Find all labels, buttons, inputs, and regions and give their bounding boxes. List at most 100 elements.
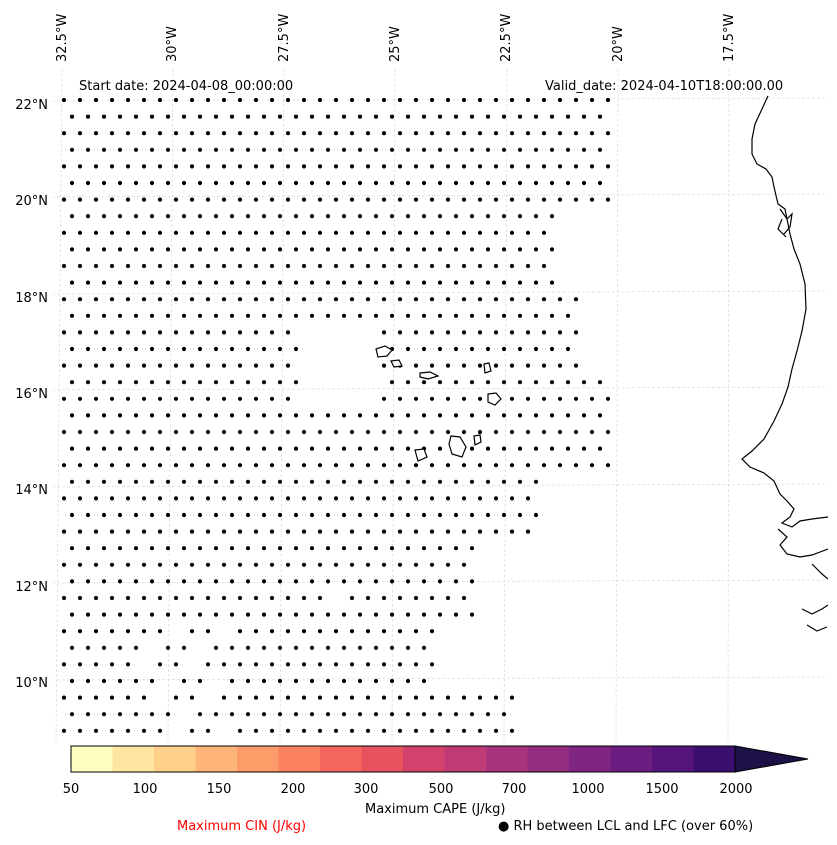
rh-dot xyxy=(413,197,419,202)
rh-dot xyxy=(317,595,323,601)
rh-dot xyxy=(197,479,203,484)
rh-dot xyxy=(253,263,259,269)
rh-dot xyxy=(205,629,211,634)
rh-dot xyxy=(461,562,467,567)
rh-dot xyxy=(77,230,83,235)
rh-dot xyxy=(229,579,235,584)
rh-dot xyxy=(101,380,107,385)
rh-dot xyxy=(477,97,483,103)
rh-dot xyxy=(381,529,387,534)
rh-dot xyxy=(157,662,163,667)
rh-dot xyxy=(477,131,483,136)
rh-dot xyxy=(157,728,163,733)
colorbar-segment xyxy=(361,746,404,772)
rh-dot xyxy=(157,595,163,601)
rh-dot xyxy=(93,728,99,733)
rh-dot xyxy=(365,695,371,700)
rh-dot xyxy=(229,446,235,451)
rh-dot xyxy=(341,479,347,484)
rh-dot xyxy=(117,546,123,551)
rh-dot xyxy=(173,463,179,468)
rh-dot xyxy=(149,612,155,617)
rh-dot xyxy=(93,131,99,136)
rh-dot xyxy=(101,712,107,717)
rh-dot xyxy=(253,197,259,202)
rh-dot xyxy=(109,297,115,302)
rh-dot xyxy=(117,579,123,584)
rh-dot xyxy=(429,297,435,302)
rh-dot xyxy=(109,164,115,169)
rh-dot xyxy=(61,429,67,435)
rh-dot xyxy=(445,429,451,435)
rh-dot xyxy=(77,662,83,667)
rh-dot xyxy=(85,380,91,385)
rh-dot xyxy=(269,131,275,136)
rh-dot xyxy=(125,263,131,269)
rh-dot xyxy=(477,429,483,435)
rh-dot xyxy=(221,297,227,302)
rh-dot xyxy=(261,180,267,186)
rh-dot xyxy=(141,97,147,103)
rh-dot xyxy=(421,214,427,219)
rh-dot xyxy=(149,114,155,119)
rh-dot xyxy=(437,479,443,484)
rh-dot xyxy=(77,131,83,136)
rh-dot xyxy=(109,496,115,501)
rh-dot xyxy=(285,230,291,235)
rh-dot xyxy=(117,180,123,186)
rh-dot xyxy=(93,695,99,700)
rh-dot xyxy=(221,164,227,169)
rh-dot xyxy=(429,728,435,733)
senegal-inlet xyxy=(777,208,793,238)
rh-dot xyxy=(61,230,67,235)
rh-dot xyxy=(277,346,283,352)
rh-dot xyxy=(173,595,179,601)
rh-dot xyxy=(245,346,251,352)
rh-dot xyxy=(461,429,467,435)
rh-dot xyxy=(541,463,547,468)
rh-dot xyxy=(269,562,275,567)
rh-dot xyxy=(509,297,515,302)
rh-dot xyxy=(261,380,267,385)
rh-dot xyxy=(509,230,515,235)
rh-dot xyxy=(157,230,163,235)
rh-dot xyxy=(381,230,387,235)
rh-dot xyxy=(453,346,459,352)
rh-dot xyxy=(245,479,251,484)
rh-dot xyxy=(253,330,259,335)
rh-dot xyxy=(525,396,531,401)
rh-dot xyxy=(413,230,419,235)
rh-dot xyxy=(117,280,123,285)
rh-dot xyxy=(237,695,243,700)
rh-dot xyxy=(421,579,427,584)
rh-dot xyxy=(357,247,363,252)
rh-dot xyxy=(365,662,371,667)
rh-dot xyxy=(109,695,115,700)
rh-dot xyxy=(357,313,363,318)
rh-dot xyxy=(509,330,515,335)
rh-dot xyxy=(77,595,83,601)
rh-dot xyxy=(85,214,91,219)
rh-dot xyxy=(125,330,131,335)
rh-dot xyxy=(397,529,403,534)
rh-dot xyxy=(189,230,195,235)
rh-dot xyxy=(485,147,491,152)
rh-dot xyxy=(125,529,131,534)
rh-dot xyxy=(213,579,219,584)
rh-dot xyxy=(141,363,147,368)
rh-dot xyxy=(413,595,419,601)
rh-dot xyxy=(141,230,147,235)
rh-dot xyxy=(221,662,227,667)
rh-dot xyxy=(389,413,395,418)
colorbar-segment xyxy=(486,746,528,772)
rh-dot xyxy=(381,496,387,501)
rh-dot xyxy=(461,396,467,401)
rh-dot xyxy=(437,579,443,584)
rh-dot xyxy=(349,97,355,103)
rh-dot xyxy=(277,280,283,285)
rh-dot xyxy=(205,197,211,202)
rh-dot xyxy=(93,562,99,567)
rh-dot xyxy=(365,297,371,302)
rh-dot xyxy=(277,446,283,451)
lon-label-27-5w: 27.5°W xyxy=(277,13,292,62)
